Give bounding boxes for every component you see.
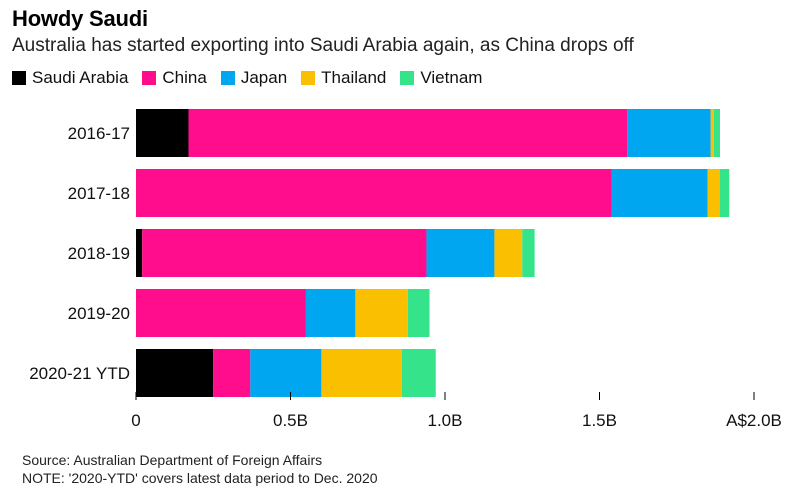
x-tick-label-2: 1.0B	[428, 411, 463, 430]
bar-segment-2017-18-japan	[611, 169, 708, 217]
category-label-2017-18: 2017-18	[68, 184, 130, 203]
chart-title: Howdy Saudi	[12, 6, 148, 31]
data-period-note: NOTE: '2020-YTD' covers latest data peri…	[22, 470, 378, 486]
bar-segment-2016-17-vietnam	[713, 109, 721, 157]
bar-segment-2019-20-vietnam	[407, 289, 430, 337]
bar-segment-2019-20-thailand	[355, 289, 408, 337]
bar-segment-2016-17-saudi-arabia	[136, 109, 189, 157]
chart-subtitle: Australia has started exporting into Sau…	[12, 35, 634, 56]
legend-item-china: China	[142, 68, 207, 88]
legend-label-saudi-arabia: Saudi Arabia	[32, 68, 129, 87]
legend-item-vietnam: Vietnam	[400, 68, 482, 88]
legend-label-thailand: Thailand	[321, 68, 387, 87]
legend-label-japan: Japan	[240, 68, 288, 87]
category-label-2019-20: 2019-20	[68, 304, 130, 323]
bar-segment-2018-19-vietnam	[522, 229, 535, 277]
bar-segment-2018-19-china	[142, 229, 427, 277]
legend-swatch-saudi-arabia	[12, 71, 26, 85]
bar-segment-2016-17-japan	[627, 109, 711, 157]
bar-segment-2020-21-ytd-thailand	[321, 349, 402, 397]
legend: Saudi Arabia China Japan Thailand Vietna…	[12, 68, 482, 88]
bar-segment-2016-17-china	[188, 109, 628, 157]
bar-segment-2018-19-saudi-arabia	[136, 229, 143, 277]
bar-segment-2017-18-china	[136, 169, 612, 217]
category-label-2016-17: 2016-17	[68, 124, 130, 143]
source-note: Source: Australian Department of Foreign…	[22, 452, 323, 468]
x-tick-label-4: A$2.0B	[726, 411, 782, 430]
legend-item-japan: Japan	[220, 68, 288, 88]
bar-segment-2020-21-ytd-vietnam	[401, 349, 436, 397]
bar-segment-2016-17-thailand	[710, 109, 714, 157]
bar-segment-2018-19-thailand	[494, 229, 523, 277]
bar-segment-2018-19-japan	[426, 229, 495, 277]
bar-segment-2020-21-ytd-china	[213, 349, 251, 397]
category-label-2018-19: 2018-19	[68, 244, 130, 263]
x-tick-label-0: 0	[131, 411, 140, 430]
legend-label-china: China	[162, 68, 207, 87]
legend-swatch-japan	[220, 71, 235, 85]
bar-segment-2020-21-ytd-saudi-arabia	[136, 349, 214, 397]
bar-segment-2019-20-china	[136, 289, 306, 337]
bar-segment-2020-21-ytd-japan	[250, 349, 322, 397]
bar-segment-2017-18-vietnam	[720, 169, 730, 217]
bar-segment-2019-20-japan	[305, 289, 356, 337]
legend-label-vietnam: Vietnam	[420, 68, 483, 87]
x-tick-label-1: 0.5B	[273, 411, 308, 430]
legend-swatch-thailand	[301, 71, 316, 85]
legend-item-thailand: Thailand	[301, 68, 386, 88]
bar-segment-2017-18-thailand	[707, 169, 721, 217]
legend-item-saudi-arabia: Saudi Arabia	[12, 68, 128, 88]
x-tick-label-3: 1.5B	[582, 411, 617, 430]
legend-swatch-china	[142, 71, 157, 85]
category-label-2020-21-ytd: 2020-21 YTD	[29, 364, 130, 383]
legend-swatch-vietnam	[400, 71, 415, 85]
